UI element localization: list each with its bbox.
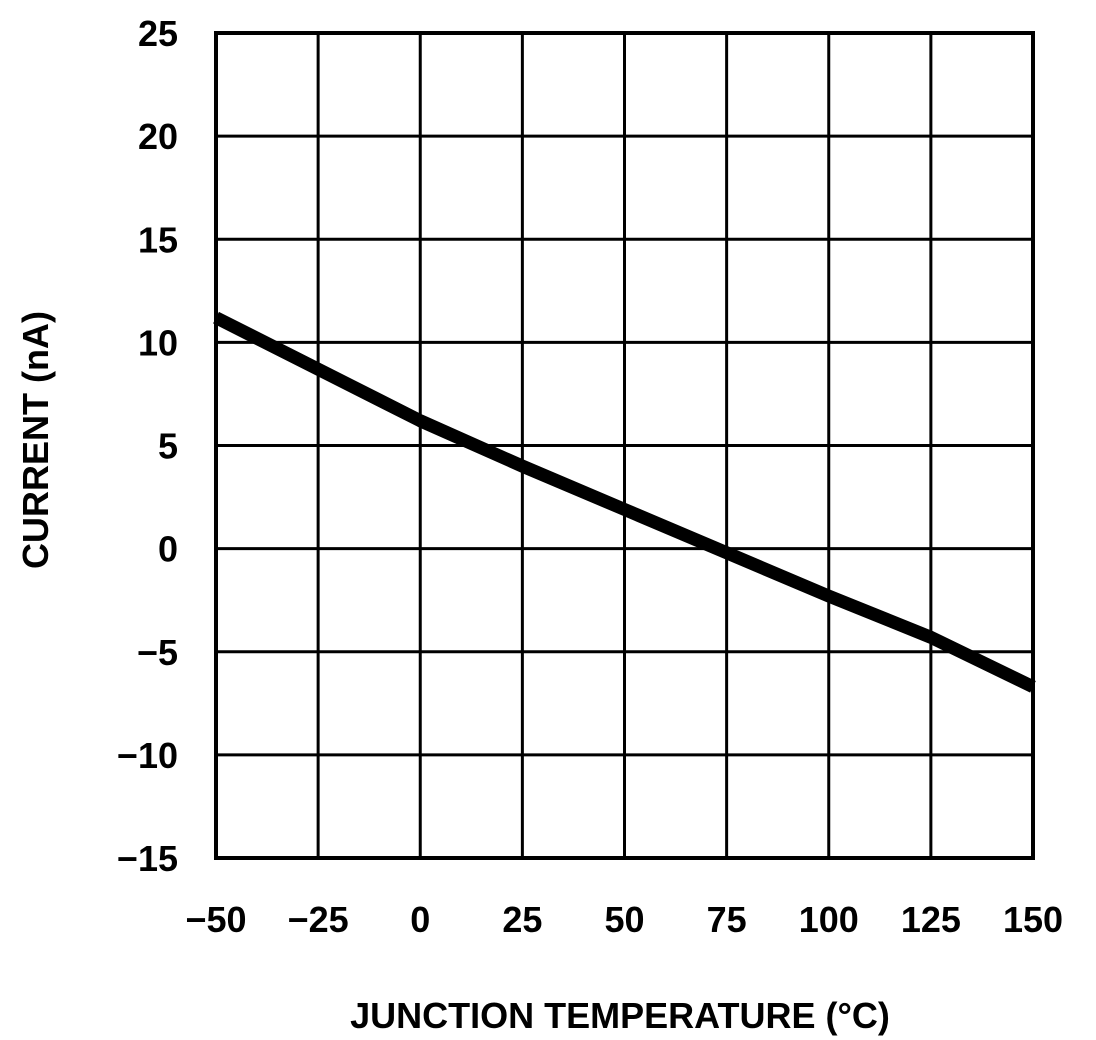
y-tick-label: 5 bbox=[158, 426, 178, 467]
plot-frame bbox=[214, 31, 1035, 860]
y-tick-labels: −15 −10 −5 0 5 10 15 20 25 bbox=[117, 13, 178, 879]
x-axis-title: JUNCTION TEMPERATURE (°C) bbox=[350, 995, 890, 1036]
series-layer bbox=[213, 311, 1036, 693]
x-tick-label: 125 bbox=[901, 899, 961, 940]
x-tick-label: 0 bbox=[410, 899, 430, 940]
y-tick-label: −15 bbox=[117, 838, 178, 879]
y-tick-label: 20 bbox=[138, 116, 178, 157]
x-tick-label: 150 bbox=[1003, 899, 1063, 940]
y-tick-label: 15 bbox=[138, 219, 178, 260]
x-tick-label: 25 bbox=[502, 899, 542, 940]
y-tick-label: 0 bbox=[158, 529, 178, 570]
y-tick-label: −5 bbox=[137, 632, 178, 673]
x-tick-label: −50 bbox=[185, 899, 246, 940]
y-tick-label: 25 bbox=[138, 13, 178, 54]
y-tick-label: 10 bbox=[138, 322, 178, 363]
x-tick-label: −25 bbox=[288, 899, 349, 940]
x-tick-label: 75 bbox=[707, 899, 747, 940]
x-tick-labels: −50 −25 0 25 50 75 100 125 150 bbox=[185, 899, 1063, 940]
x-tick-label: 50 bbox=[604, 899, 644, 940]
y-tick-label: −10 bbox=[117, 735, 178, 776]
series-line bbox=[213, 311, 1036, 693]
x-tick-label: 100 bbox=[799, 899, 859, 940]
y-axis-title: CURRENT (nA) bbox=[15, 311, 56, 569]
grid bbox=[214, 31, 1035, 860]
